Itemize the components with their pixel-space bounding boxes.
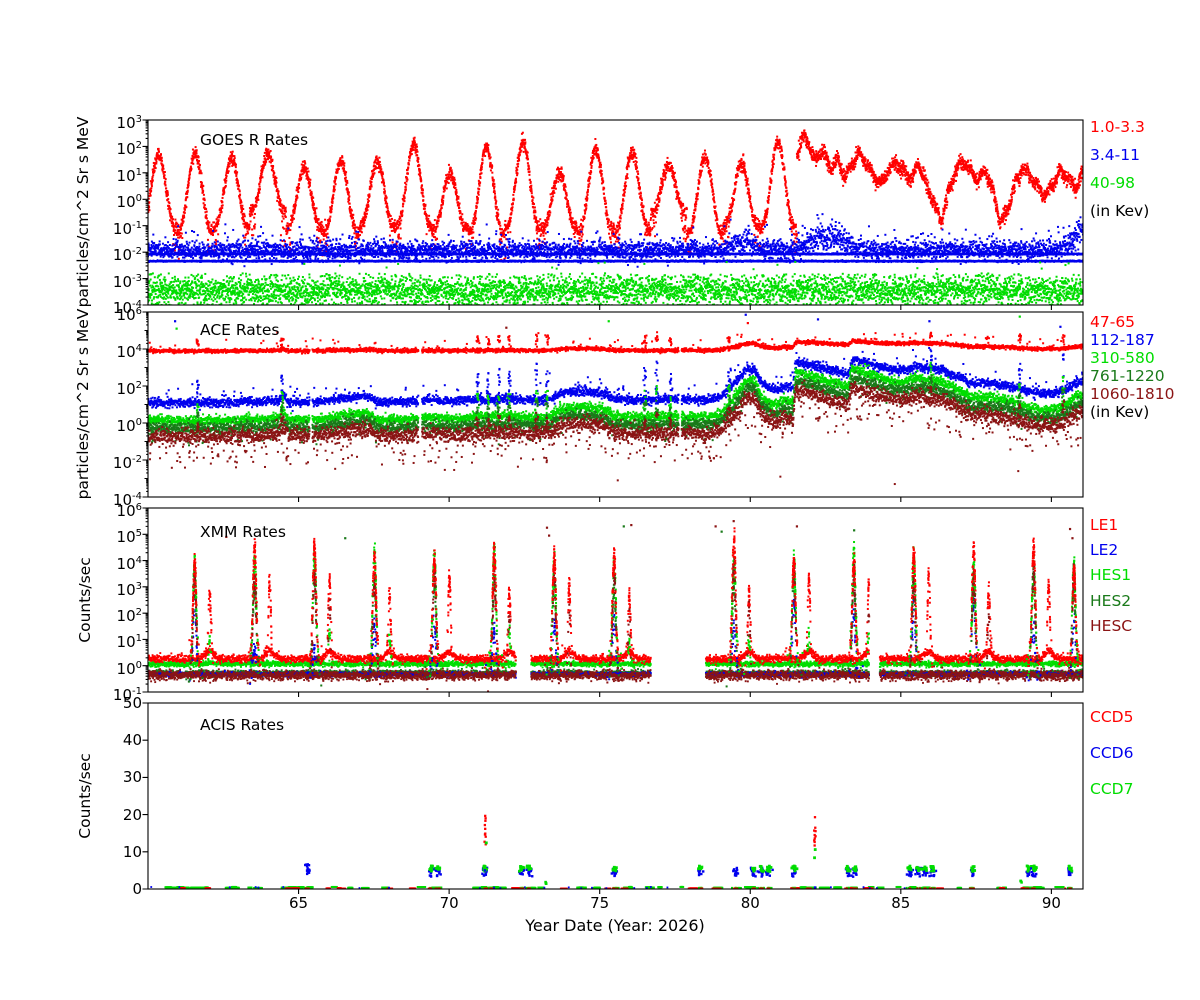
y-tick-label: 102 <box>116 607 142 626</box>
legend-entry-le2: LE2 <box>1090 541 1119 559</box>
legend-entry-112-187: 112-187 <box>1090 331 1155 349</box>
panel-ace-title: ACE Rates <box>200 321 280 339</box>
y-tick-label: 100 <box>116 417 142 435</box>
y-tick-label: 20 <box>122 805 142 824</box>
y-tick-label: 0 <box>132 880 142 898</box>
legend-entry-ccd5: CCD5 <box>1090 708 1134 726</box>
legend-entry--in-kev-: (in Kev) <box>1090 202 1150 220</box>
legend-entry-40-98: 40-98 <box>1090 174 1136 192</box>
legend-entry-1060-1810: 1060-1810 <box>1090 385 1175 403</box>
x-tick-label: 75 <box>590 894 610 912</box>
y-tick-label: 101 <box>116 166 142 185</box>
y-tick-label: 102 <box>116 380 142 398</box>
x-tick-label: 65 <box>289 894 309 912</box>
legend-entry-1-0-3-3: 1.0-3.3 <box>1090 118 1145 136</box>
legend-entry--in-kev-: (in Kev) <box>1090 403 1150 421</box>
legend-entry-3-4-11: 3.4-11 <box>1090 146 1140 164</box>
y-tick-label: 10-3 <box>112 272 142 291</box>
y-tick-label: 100 <box>116 659 142 678</box>
legend-entry-le1: LE1 <box>1090 516 1119 534</box>
y-tick-label: 105 <box>116 528 142 547</box>
y-tick-label: 104 <box>116 343 142 361</box>
y-tick-label: 100 <box>116 193 142 212</box>
y-tick-label: 106 <box>116 502 142 520</box>
y-tick-label: 10 <box>122 842 142 861</box>
y-tick-label: 103 <box>116 580 142 599</box>
x-tick-label: 90 <box>1041 894 1061 912</box>
legend-entry-hes1: HES1 <box>1090 566 1132 584</box>
y-tick-label: 10-4 <box>112 491 142 509</box>
y-tick-label: 10-2 <box>112 246 142 265</box>
x-tick-label: 70 <box>439 894 459 912</box>
legend-entry-310-580: 310-580 <box>1090 349 1155 367</box>
legend-entry-ccd6: CCD6 <box>1090 744 1134 762</box>
y-tick-label: 10-4 <box>112 299 142 317</box>
y-tick-label: 101 <box>116 633 142 652</box>
x-axis-label: Year Date (Year: 2026) <box>525 916 705 935</box>
x-tick-label: 85 <box>891 894 911 912</box>
y-tick-label: 102 <box>116 140 142 159</box>
y-tick-label: 106 <box>116 306 142 324</box>
y-tick-label: 10-1 <box>112 219 142 238</box>
y-tick-label: 10-2 <box>112 454 142 472</box>
panel-acis-title: ACIS Rates <box>200 716 285 734</box>
legend-entry-ccd7: CCD7 <box>1090 780 1134 798</box>
y-tick-label: 50 <box>122 694 142 712</box>
legend-entry-761-1220: 761-1220 <box>1090 367 1165 385</box>
legend-entry-hes2: HES2 <box>1090 592 1132 610</box>
y-tick-label: 104 <box>116 554 142 573</box>
y-tick-label: 10-1 <box>112 686 142 704</box>
panel-xmm-title: XMM Rates <box>200 523 286 541</box>
legend-entry-47-65: 47-65 <box>1090 313 1136 331</box>
y-tick-label: 40 <box>122 731 142 750</box>
legend-entry-hesc: HESC <box>1090 617 1133 635</box>
panel-goes-title: GOES R Rates <box>200 131 309 149</box>
x-tick-label: 80 <box>740 894 760 912</box>
y-tick-label: 103 <box>116 114 142 132</box>
y-tick-label: 30 <box>122 768 142 787</box>
